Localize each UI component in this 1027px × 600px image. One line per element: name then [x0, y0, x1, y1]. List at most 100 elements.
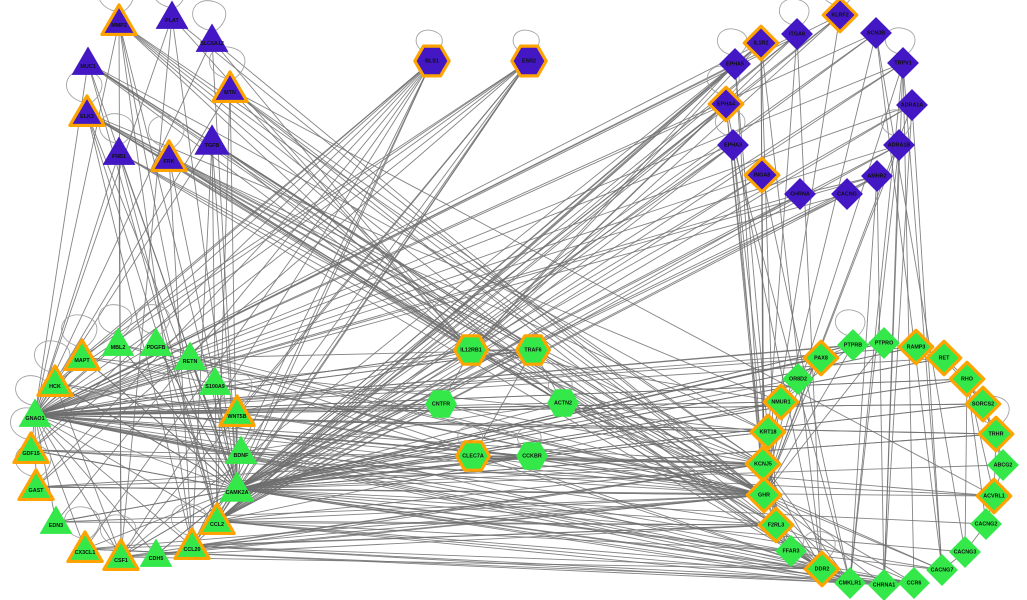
node-shape-triangle[interactable]	[66, 530, 104, 564]
node-shape-triangle[interactable]	[102, 538, 140, 572]
graph-node-cacng7[interactable]: CACNG7	[926, 554, 958, 586]
graph-node-inga8[interactable]: INGA8	[743, 156, 781, 194]
node-shape-diamond[interactable]	[717, 129, 749, 161]
node-shape-diamond[interactable]	[757, 506, 795, 544]
node-shape-triangle[interactable]	[139, 327, 173, 356]
graph-node-cacng2[interactable]: CACNG2	[970, 508, 1002, 540]
node-shape-triangle[interactable]	[198, 502, 236, 536]
node-shape-diamond[interactable]	[964, 385, 1002, 423]
node-shape-triangle[interactable]	[102, 136, 136, 165]
graph-node-krt18[interactable]: KRT18	[749, 413, 787, 451]
node-shape-diamond[interactable]	[831, 178, 863, 210]
node-shape-diamond[interactable]	[707, 85, 745, 123]
graph-node-il12rb1[interactable]: IL12RB1	[453, 334, 489, 366]
node-shape-diamond[interactable]	[775, 535, 807, 567]
graph-node-epha3[interactable]: EPHA3	[717, 129, 749, 161]
node-shape-diamond[interactable]	[925, 339, 963, 377]
graph-node-fnb1[interactable]: FNB1	[102, 136, 136, 165]
node-shape-diamond[interactable]	[883, 129, 915, 161]
node-shape-diamond[interactable]	[782, 363, 814, 395]
node-shape-diamond[interactable]	[781, 18, 813, 50]
graph-node-klrf2[interactable]: KLRF2	[821, 0, 859, 34]
node-shape-diamond[interactable]	[970, 508, 1002, 540]
graph-node-chrna[interactable]: CHRNA	[784, 178, 816, 210]
graph-node-bls1[interactable]: BLS1	[413, 44, 451, 78]
graph-node-cacng[interactable]: CACNG	[831, 178, 863, 210]
graph-node-muc1[interactable]: MUC1	[71, 46, 105, 75]
node-shape-diamond[interactable]	[834, 567, 866, 599]
node-shape-triangle[interactable]	[150, 139, 188, 173]
node-shape-diamond[interactable]	[898, 567, 930, 599]
node-shape-triangle[interactable]	[36, 364, 74, 398]
node-shape-triangle[interactable]	[68, 94, 106, 128]
graph-node-esr2[interactable]: ESR2	[510, 44, 548, 78]
node-shape-triangle[interactable]	[12, 431, 50, 465]
node-shape-triangle[interactable]	[139, 538, 173, 567]
node-shape-diamond[interactable]	[745, 476, 783, 514]
node-shape-diamond[interactable]	[977, 415, 1015, 453]
node-shape-triangle[interactable]	[194, 124, 230, 155]
node-shape-diamond[interactable]	[719, 48, 751, 80]
graph-node-slc6a12[interactable]: SLC6A12	[195, 23, 229, 52]
node-shape-diamond[interactable]	[926, 554, 958, 586]
node-shape-diamond[interactable]	[948, 360, 986, 398]
node-shape-diamond[interactable]	[762, 383, 800, 421]
node-shape-triangle[interactable]	[173, 341, 207, 370]
node-shape-diamond[interactable]	[868, 327, 900, 359]
node-shape-diamond[interactable]	[821, 0, 859, 34]
graph-node-trhr[interactable]: TRHR	[977, 415, 1015, 453]
graph-node-acvrl1[interactable]: ACVRL1	[975, 477, 1013, 515]
node-shape-diamond[interactable]	[860, 17, 892, 49]
graph-node-abcg2[interactable]: ABCG2	[987, 449, 1019, 481]
node-shape-hexagon[interactable]	[516, 442, 548, 470]
graph-node-ptprb[interactable]: PTPRB	[837, 329, 869, 361]
node-shape-triangle[interactable]	[195, 23, 229, 52]
node-shape-diamond[interactable]	[896, 89, 928, 121]
node-shape-diamond[interactable]	[887, 47, 919, 79]
node-shape-diamond[interactable]	[987, 449, 1019, 481]
node-shape-diamond[interactable]	[802, 339, 840, 377]
graph-node-clec7a[interactable]: CLEC7A	[455, 440, 491, 472]
node-shape-triangle[interactable]	[224, 435, 258, 464]
graph-node-chrna1[interactable]: CHRNA1	[868, 569, 900, 600]
graph-node-amhr2[interactable]: AMHR2	[861, 160, 893, 192]
graph-node-scn3b[interactable]: SCN3B	[860, 17, 892, 49]
graph-node-trpv1[interactable]: TRPV1	[887, 47, 919, 79]
graph-node-cacng3[interactable]: CACNG3	[949, 536, 981, 568]
node-shape-diamond[interactable]	[949, 536, 981, 568]
node-shape-diamond[interactable]	[749, 413, 787, 451]
node-shape-diamond[interactable]	[803, 550, 841, 588]
node-shape-triangle[interactable]	[18, 398, 52, 427]
node-shape-triangle[interactable]	[218, 394, 256, 428]
node-shape-triangle[interactable]	[101, 327, 135, 356]
node-shape-triangle[interactable]	[71, 46, 105, 75]
graph-node-traf6[interactable]: TRAF6	[515, 334, 551, 366]
node-shape-triangle[interactable]	[17, 468, 55, 502]
graph-node-csf1[interactable]: CSF1	[102, 538, 140, 572]
node-shape-hexagon[interactable]	[425, 390, 457, 418]
node-shape-triangle[interactable]	[198, 366, 232, 395]
node-shape-hexagon[interactable]	[547, 389, 579, 417]
node-shape-triangle[interactable]	[39, 505, 73, 534]
node-shape-hexagon[interactable]	[515, 334, 551, 366]
node-shape-triangle[interactable]	[219, 471, 255, 502]
node-shape-diamond[interactable]	[861, 160, 893, 192]
node-shape-hexagon[interactable]	[510, 44, 548, 78]
node-shape-diamond[interactable]	[868, 569, 900, 600]
node-shape-diamond[interactable]	[975, 477, 1013, 515]
graph-node-ccr6[interactable]: CCR6	[898, 567, 930, 599]
node-shape-triangle[interactable]	[173, 527, 211, 561]
node-shape-diamond[interactable]	[742, 24, 780, 62]
node-shape-diamond[interactable]	[837, 329, 869, 361]
node-shape-diamond[interactable]	[784, 178, 816, 210]
node-shape-hexagon[interactable]	[455, 440, 491, 472]
node-shape-triangle[interactable]	[63, 338, 101, 372]
node-shape-hexagon[interactable]	[413, 44, 451, 78]
node-shape-hexagon[interactable]	[453, 334, 489, 366]
node-shape-triangle[interactable]	[155, 0, 189, 29]
graph-node-plat[interactable]: PLAT	[155, 0, 189, 29]
graph-node-cx3cl1[interactable]: CX3CL1	[66, 530, 104, 564]
node-shape-diamond[interactable]	[897, 328, 935, 366]
